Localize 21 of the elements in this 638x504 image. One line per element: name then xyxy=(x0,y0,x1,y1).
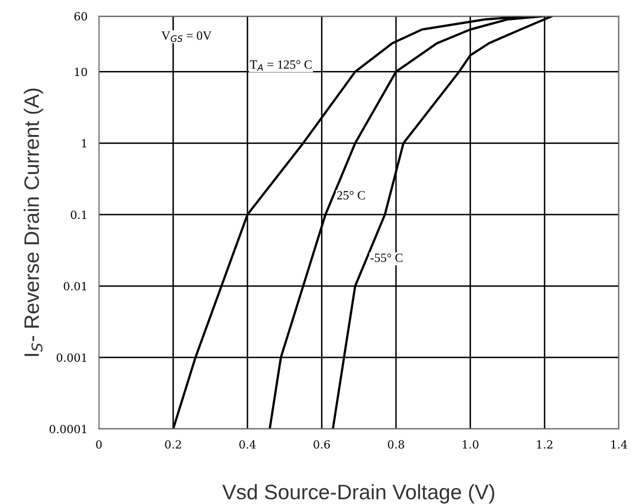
x-tick-label: 0 xyxy=(96,440,102,449)
annotation: T$_{A}$ = 125° C xyxy=(250,60,312,71)
y-tick-label: 60 xyxy=(74,12,88,21)
y-tick-label: 0.0001 xyxy=(50,424,86,434)
annotation: V$_{GS}$ = 0V xyxy=(161,31,212,42)
y-tick-label: 1 xyxy=(82,139,86,148)
annotation: 25° C xyxy=(337,191,365,200)
y-tick-label: 0.01 xyxy=(64,282,86,290)
x-tick-label: 0.8 xyxy=(388,440,404,449)
x-tick-label: 1.2 xyxy=(537,440,552,449)
x-tick-label: 1.4 xyxy=(611,440,628,449)
y-tick-label: 0.1 xyxy=(70,210,86,219)
x-tick-label: 0.6 xyxy=(314,440,330,449)
x-axis-title: Vsd Source-Drain Voltage (V) xyxy=(222,484,494,504)
y-tick-label: 0.001 xyxy=(56,353,86,362)
y-tick-label: 10 xyxy=(74,68,88,76)
y-axis-title: I$_{S}$- Reverse Drain Current (A) xyxy=(24,88,44,356)
x-tick-label: 0.2 xyxy=(165,440,181,449)
x-tick-label: 0.4 xyxy=(239,440,256,449)
annotation: -55° C xyxy=(370,254,402,262)
x-tick-label: 1.0 xyxy=(462,440,478,449)
